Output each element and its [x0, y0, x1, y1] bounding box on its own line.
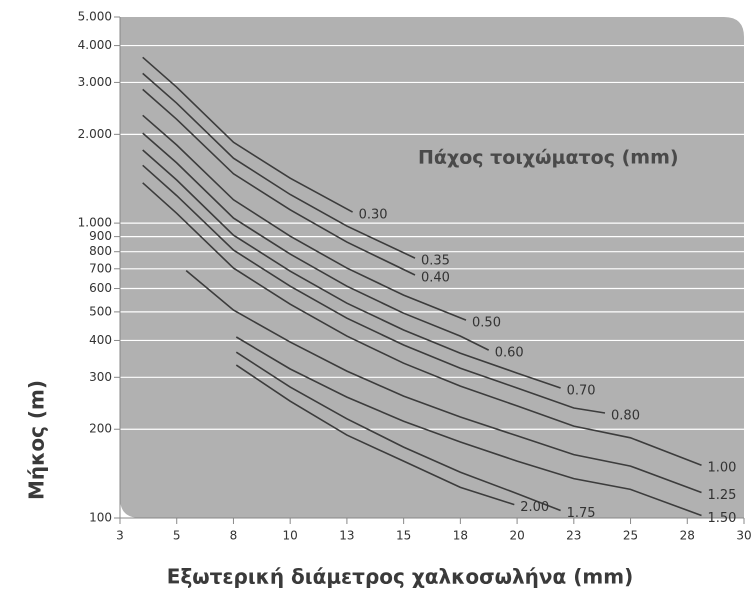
- grid: [120, 44, 744, 430]
- x-tick-label: 18: [453, 529, 468, 543]
- curve-label: 0.50: [472, 316, 501, 331]
- curve-label: 1.50: [707, 511, 736, 526]
- y-tick-label: 900: [89, 229, 112, 243]
- y-tick-label: 1.000: [78, 216, 112, 230]
- x-tick-label: 25: [623, 529, 638, 543]
- curve: [185, 269, 702, 494]
- curve-label: 0.35: [421, 254, 450, 269]
- curve-label: 0.40: [421, 270, 450, 285]
- x-tick-label: 5: [173, 529, 181, 543]
- y-tick-label: 300: [89, 370, 112, 384]
- annotation: Πάχος τοιχώματος (mm): [418, 147, 679, 169]
- curve: [142, 114, 467, 321]
- curve: [142, 132, 490, 351]
- curve-label: 1.25: [707, 488, 736, 503]
- curve-label: 2.00: [520, 500, 549, 515]
- curve: [142, 149, 561, 389]
- x-tick-label: 15: [396, 529, 411, 543]
- curve: [235, 336, 702, 517]
- plot-area: [120, 17, 744, 518]
- curve: [142, 72, 416, 259]
- curve-label: 0.60: [495, 346, 524, 361]
- curve-label: 0.80: [611, 409, 640, 424]
- curve-label: 0.70: [567, 383, 596, 398]
- y-tick-label: 400: [89, 333, 112, 347]
- curve: [142, 182, 702, 466]
- x-tick-label: 28: [680, 529, 695, 543]
- y-tick-label: 3.000: [78, 75, 112, 89]
- curve: [235, 364, 515, 506]
- curve-label: 1.00: [707, 461, 736, 476]
- y-tick-label: 700: [89, 261, 112, 275]
- x-tick-label: 30: [736, 529, 751, 543]
- y-tick-label: 600: [89, 281, 112, 295]
- y-tick-label: 200: [89, 422, 112, 436]
- y-tick-label: 2.000: [78, 127, 112, 141]
- x-tick-label: 10: [283, 529, 298, 543]
- curve-label: 1.75: [567, 506, 596, 521]
- x-tick-label: 3: [116, 529, 124, 543]
- y-tick-label: 100: [89, 511, 112, 525]
- x-tick-label: 23: [566, 529, 581, 543]
- y-tick-label: 4.000: [78, 38, 112, 52]
- y-tick-label: 5.000: [78, 10, 112, 24]
- lines: [142, 56, 702, 517]
- curve: [235, 351, 561, 512]
- x-tick-label: 20: [509, 529, 524, 543]
- y-tick-label: 500: [89, 304, 112, 318]
- x-tick-label: 13: [339, 529, 354, 543]
- y-tick-label: 800: [89, 244, 112, 258]
- x-tick-label: 8: [230, 529, 238, 543]
- y-axis-title: Μήκος (m): [25, 380, 49, 500]
- curve: [142, 164, 606, 414]
- curve: [142, 56, 353, 213]
- x-axis-title: Εξωτερική διάμετρος χαλκοσωλήνα (mm): [167, 565, 633, 589]
- curve-label: 0.30: [359, 208, 388, 223]
- curve: [142, 88, 416, 276]
